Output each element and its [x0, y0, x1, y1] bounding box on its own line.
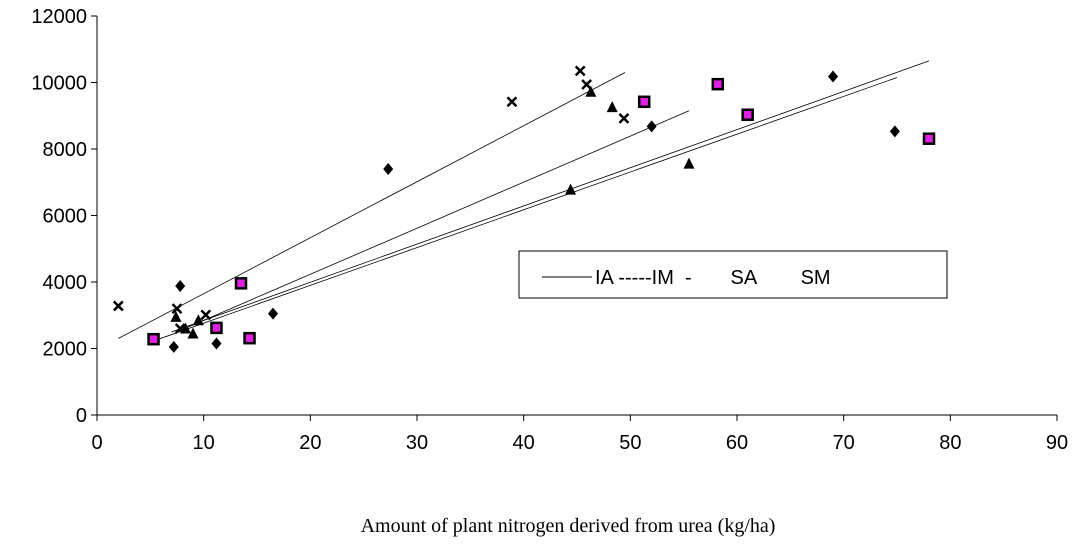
square-point [711, 77, 725, 91]
legend-box [518, 250, 948, 299]
y-tick-label: 0 [76, 405, 87, 427]
legend: IA -----IM - SA SM [518, 250, 948, 299]
triangle-point [585, 85, 597, 97]
x-tick-label: 80 [939, 432, 961, 454]
diamond-point [828, 70, 838, 83]
x-point [171, 303, 183, 314]
trendline [155, 77, 898, 341]
x-tick-label: 0 [91, 432, 102, 454]
square-point [210, 321, 223, 335]
x-axis-label: Amount of plant nitrogen derived from ur… [361, 515, 776, 537]
x-axis-ticks: 0 10 20 30 40 50 60 70 80 90 [91, 415, 1068, 454]
triangle-point [683, 157, 695, 169]
diamond-point [211, 337, 222, 350]
x-point [112, 300, 124, 312]
x-point [200, 309, 212, 321]
diamond-point [175, 279, 186, 292]
diamond-point [889, 125, 900, 138]
y-tick-label: 2000 [43, 339, 88, 361]
diamond-point [646, 120, 657, 133]
square-point [922, 132, 936, 145]
x-tick-label: 60 [726, 432, 748, 454]
x-tick-label: 90 [1046, 432, 1068, 454]
y-tick-label: 10000 [31, 73, 87, 95]
trendline [171, 60, 930, 333]
y-tick-label: 8000 [43, 139, 88, 161]
square-point [637, 95, 651, 109]
triangle-point [187, 327, 199, 339]
square-point [243, 331, 256, 345]
x-tick-label: 10 [193, 432, 215, 454]
data-points [112, 65, 936, 353]
trendlines [118, 60, 930, 341]
square-point [147, 332, 160, 346]
triangle-point [606, 101, 618, 113]
y-tick-label: 12000 [31, 6, 87, 28]
triangle-point [192, 314, 204, 326]
x-point [618, 113, 630, 124]
x-tick-label: 70 [833, 432, 855, 454]
trendline [176, 110, 690, 333]
triangle-point [180, 322, 192, 334]
square-point [741, 108, 754, 122]
legend-text: IA -----IM - SA SM [595, 267, 831, 289]
x-tick-label: 40 [513, 432, 535, 454]
diamond-point [168, 340, 179, 353]
x-point [506, 96, 518, 108]
x-tick-label: 30 [406, 432, 428, 454]
x-point [581, 79, 592, 90]
triangle-point [565, 183, 577, 195]
x-point [574, 65, 586, 77]
diamond-point [268, 307, 278, 320]
y-tick-label: 4000 [43, 272, 88, 294]
trendline [118, 72, 626, 339]
square-point [234, 277, 248, 290]
diamond-point [383, 162, 394, 175]
x-tick-label: 20 [299, 432, 321, 454]
y-tick-label: 6000 [43, 206, 88, 228]
y-axis-ticks: 0 2000 4000 6000 8000 10000 12000 [31, 6, 97, 427]
x-tick-label: 50 [619, 432, 641, 454]
triangle-point [170, 310, 182, 322]
